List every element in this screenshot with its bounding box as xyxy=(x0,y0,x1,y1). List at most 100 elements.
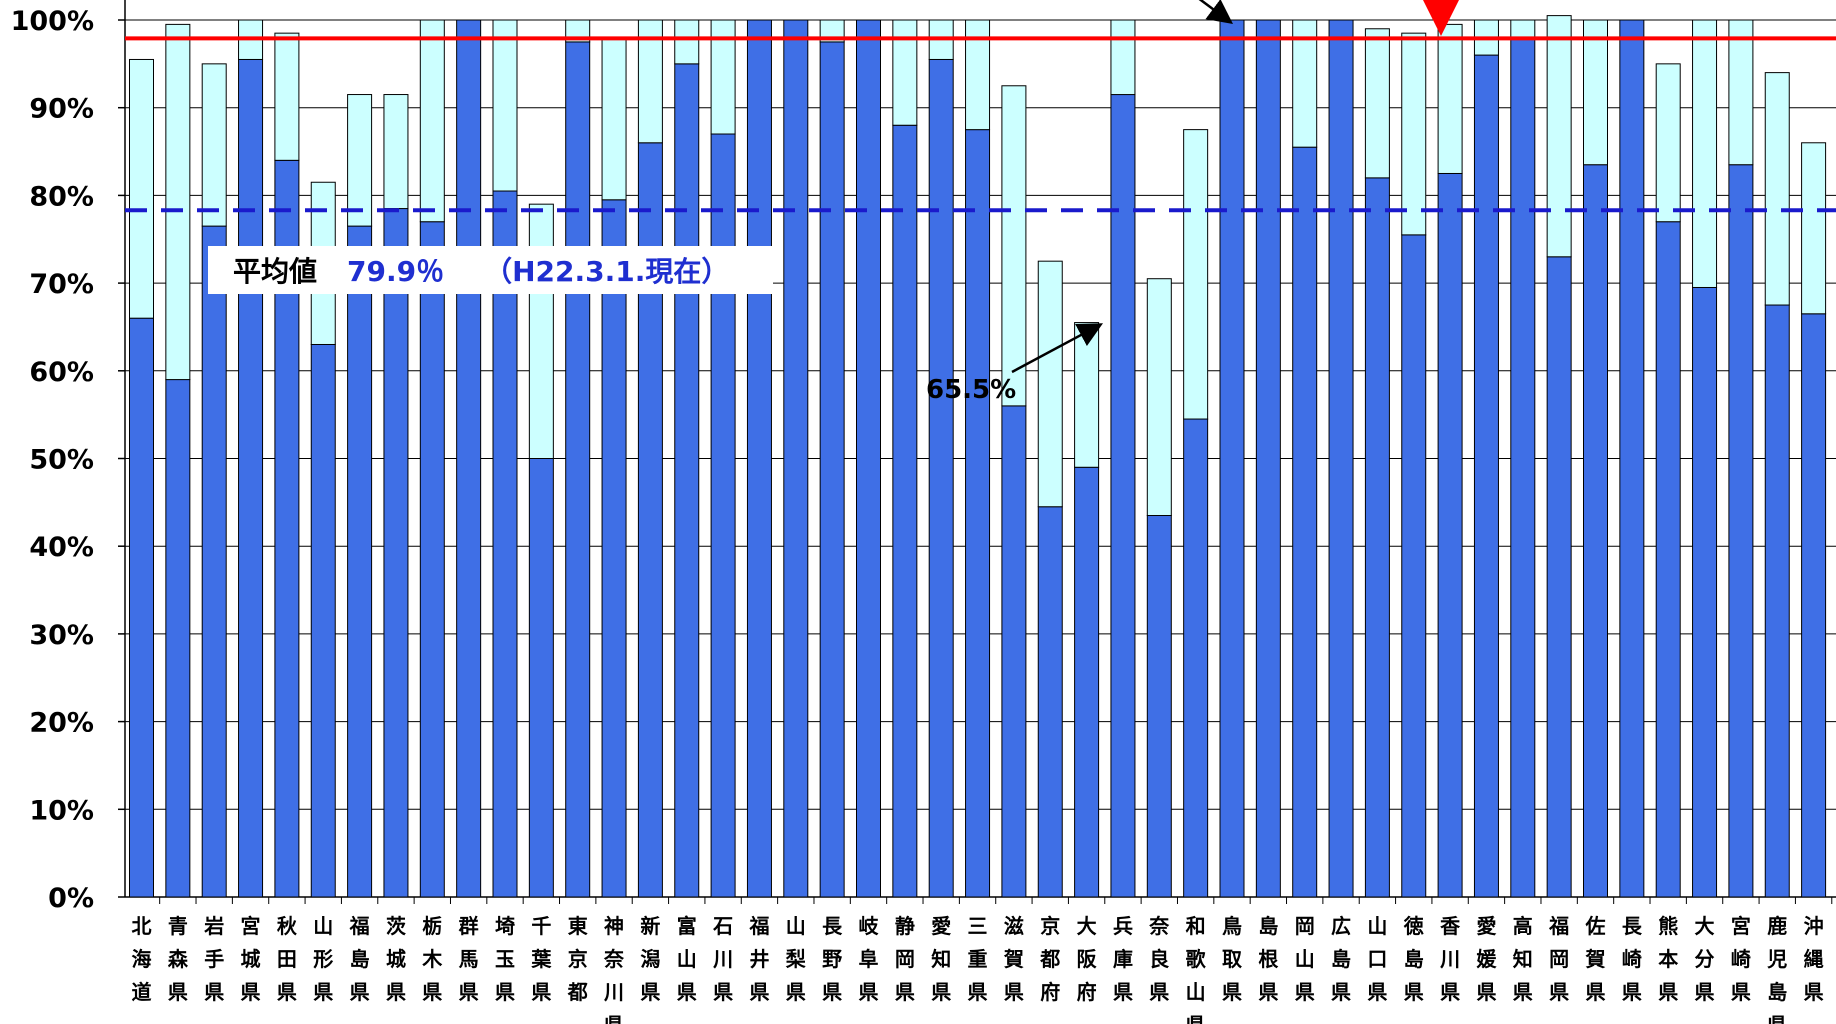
x-tick-label: 県 xyxy=(495,980,515,1004)
x-tick-label: 青 xyxy=(168,914,188,938)
bar-segment-upper xyxy=(1110,19,1136,96)
x-tick-label: 福 xyxy=(748,914,769,938)
x-tick-label: 取 xyxy=(1222,947,1242,971)
bar-segment-upper xyxy=(1146,278,1172,517)
bar-segment-lower xyxy=(892,124,918,898)
x-tick-label: 森 xyxy=(168,947,189,971)
x-tick-label: 川 xyxy=(712,947,733,971)
bar-segment-upper xyxy=(1764,72,1790,306)
x-tick-label: 和 xyxy=(1186,914,1206,938)
average-label: 平均値 xyxy=(233,255,318,288)
x-tick-label: 県 xyxy=(459,980,479,1004)
bar-segment-lower xyxy=(819,41,845,898)
bar-segment-lower xyxy=(1764,304,1790,898)
bar-segment-lower xyxy=(347,225,373,898)
x-tick-label: 井 xyxy=(749,947,769,971)
bar-segment-lower xyxy=(492,190,518,898)
x-tick-label: 賀 xyxy=(1585,947,1606,971)
x-tick-label: 県 xyxy=(1149,980,1169,1004)
x-tick-label: 分 xyxy=(1695,947,1715,971)
top-arrow xyxy=(1198,0,1234,24)
x-tick-label: 県 xyxy=(1513,980,1533,1004)
x-tick-label: 京 xyxy=(568,947,588,971)
bar-segment-lower xyxy=(1292,146,1318,898)
x-tick-label: 岡 xyxy=(1549,947,1569,971)
x-tick-label: 県 xyxy=(1658,980,1678,1004)
x-tick-label: 北 xyxy=(132,914,152,938)
bar-segment-upper xyxy=(1037,260,1063,508)
x-tick-label: 島 xyxy=(1331,947,1351,971)
x-tick-label: 都 xyxy=(1039,947,1060,971)
x-tick-label: 県 xyxy=(1295,980,1315,1004)
x-tick-label: 口 xyxy=(1367,947,1387,971)
x-tick-label: 神 xyxy=(604,914,624,938)
bar-segment-lower xyxy=(201,225,227,898)
x-tick-label: 新 xyxy=(640,914,660,938)
x-tick-label: 県 xyxy=(350,980,370,1004)
x-tick-label: 知 xyxy=(931,947,951,971)
x-tick-label: 潟 xyxy=(640,947,660,971)
x-tick-label: 県 xyxy=(749,980,769,1004)
reference-lines xyxy=(125,36,1836,213)
y-tick-label: 80% xyxy=(29,181,94,212)
bar-segment-upper xyxy=(383,94,409,210)
bar-segment-lower xyxy=(1183,418,1209,898)
x-tick-label: 山 xyxy=(786,914,806,938)
bar-segment-lower xyxy=(928,58,954,898)
bar-segment-lower xyxy=(1473,54,1499,898)
x-tick-label: 県 xyxy=(1695,980,1715,1004)
x-tick-label: 京 xyxy=(1040,914,1060,938)
bar-segment-upper xyxy=(674,19,700,65)
x-tick-label: 崎 xyxy=(1731,947,1751,971)
bar-segment-upper xyxy=(1183,129,1209,420)
x-tick-label: 歌 xyxy=(1186,947,1207,971)
bar-segment-lower xyxy=(1401,234,1427,898)
x-tick-label: 島 xyxy=(350,947,370,971)
y-tick-label: 60% xyxy=(29,357,94,388)
bar-segment-lower xyxy=(419,221,445,898)
x-tick-label: 岡 xyxy=(1295,914,1315,938)
x-tick-label: 県 xyxy=(822,980,842,1004)
x-tick-label: 阪 xyxy=(1077,947,1098,971)
x-tick-label: 岡 xyxy=(895,947,915,971)
x-tick-label: 県 xyxy=(1331,980,1351,1004)
bar-segment-upper xyxy=(1583,19,1608,166)
bar-segment-upper xyxy=(1001,85,1027,407)
bar-segment-lower xyxy=(1510,37,1536,898)
x-tick-label: 海 xyxy=(132,947,152,971)
bar-segment-lower xyxy=(601,199,627,898)
bar-segment-upper xyxy=(129,58,154,319)
bar-segment-upper xyxy=(1546,15,1572,258)
x-tick-label: 馬 xyxy=(459,947,479,971)
x-tick-label: 川 xyxy=(603,980,624,1004)
x-tick-label: 野 xyxy=(822,947,842,971)
bar-segment-upper xyxy=(528,203,554,459)
x-tick-label: 兵 xyxy=(1113,914,1133,938)
bar-segment-lower xyxy=(746,19,772,898)
bar-segment-upper xyxy=(1292,19,1318,148)
x-tick-label: 手 xyxy=(204,947,224,971)
bar-segment-upper xyxy=(274,32,300,161)
y-tick-label: 10% xyxy=(29,795,94,826)
x-tick-label: 田 xyxy=(277,947,297,971)
x-tick-label: 県 xyxy=(1731,980,1751,1004)
bar-segment-lower xyxy=(383,208,409,898)
x-tick-label: 滋 xyxy=(1004,914,1024,938)
average-date: （H22.3.1.現在） xyxy=(484,255,730,288)
bar-segment-upper xyxy=(1401,32,1427,236)
x-tick-label: 県 xyxy=(1440,980,1460,1004)
x-tick-label: 県 xyxy=(640,980,660,1004)
x-tick-label: 岩 xyxy=(203,914,224,938)
bar-segment-lower xyxy=(1546,256,1572,898)
x-tick-label: 県 xyxy=(1586,980,1606,1004)
x-tick-label: 本 xyxy=(1658,947,1678,971)
x-tick-label: 島 xyxy=(1258,914,1278,938)
x-tick-label: 賀 xyxy=(1003,947,1024,971)
x-tick-label: 東 xyxy=(568,914,588,938)
x-tick-label: 長 xyxy=(822,914,843,938)
x-tick-label: 岐 xyxy=(859,914,879,938)
x-tick-label: 県 xyxy=(931,980,951,1004)
bar-segment-lower xyxy=(310,343,336,898)
x-tick-label: 県 xyxy=(531,980,551,1004)
